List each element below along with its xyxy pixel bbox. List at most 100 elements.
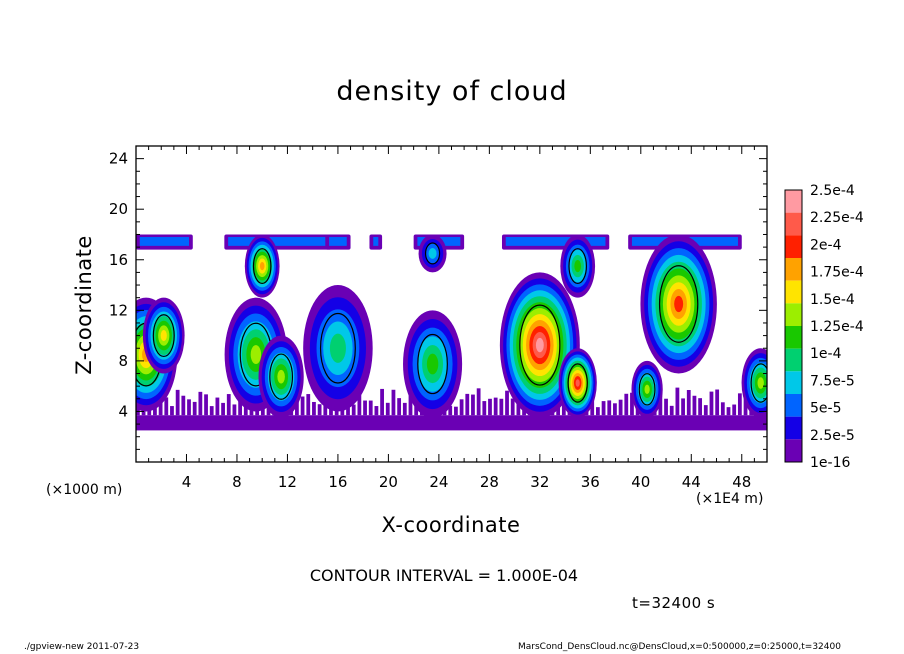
x-tick-label: 48 <box>732 473 751 491</box>
colorbar-swatch <box>785 439 802 462</box>
cloud-base-fringe <box>516 398 521 416</box>
colorbar-label: 2.5e-4 <box>810 183 855 199</box>
cloud-base-fringe <box>669 405 674 416</box>
plume-level <box>428 248 437 259</box>
colorbar-label: 1.25e-4 <box>810 319 864 335</box>
cloud-base-fringe <box>380 388 384 416</box>
anvil-layer-core <box>505 237 606 246</box>
cloud-base-fringe <box>209 406 214 416</box>
colorbar-swatch <box>785 280 802 304</box>
plume-contour <box>567 363 588 403</box>
plume-contour <box>638 373 656 406</box>
cloud-base-fringe <box>448 405 453 416</box>
y-tick-label: 16 <box>109 251 128 269</box>
x-tick-label: 4 <box>182 473 192 491</box>
cloud-base-fringe <box>601 401 606 416</box>
cloud-base-fringe <box>181 395 186 416</box>
cloud-base-fringe <box>743 393 748 416</box>
x-tick-label: 32 <box>530 473 549 491</box>
plume-contour <box>658 265 699 343</box>
colorbar-label: 2.25e-4 <box>810 210 864 226</box>
cloud-base-fringe <box>238 396 243 416</box>
colorbar-swatch <box>785 371 802 394</box>
y-tick-label: 4 <box>118 402 128 420</box>
cloud-base-fringe <box>459 399 464 416</box>
cloud-base-fringe <box>681 398 685 416</box>
plume-level <box>250 345 262 365</box>
footer-left: ./gpview-new 2011-07-23 <box>24 642 140 652</box>
cloud-base-fringe <box>397 398 402 416</box>
cloud-base-fringe <box>607 400 612 416</box>
cloud-base-fringe <box>226 394 231 416</box>
cloud-base-fringe <box>726 407 731 416</box>
plume-contour <box>568 248 587 285</box>
cloud-base-fringe <box>692 395 697 416</box>
cloud-base-fringe <box>198 391 203 416</box>
cloud-base-fringe <box>454 406 458 416</box>
x-tick-label: 24 <box>429 473 448 491</box>
cloud-base-fringe <box>720 402 725 416</box>
plume-contour <box>319 312 356 384</box>
cloud-base-fringe <box>505 390 509 416</box>
cloud-base-fringe <box>499 398 504 416</box>
cloud-base-fringe <box>368 400 373 416</box>
colorbar-swatch <box>785 326 802 349</box>
plume-contour <box>750 363 767 403</box>
cloud-base-fringe <box>306 394 311 416</box>
plume-level <box>644 384 650 395</box>
cloud-base-fringe <box>385 402 390 416</box>
cloud-base-fringe <box>221 402 225 416</box>
cloud-base-fringe <box>192 401 197 416</box>
colorbar-label: 5e-5 <box>810 401 841 417</box>
cloud-base-fringe <box>391 389 396 416</box>
y-tick-label: 8 <box>118 352 128 370</box>
x-tick-label: 16 <box>328 473 347 491</box>
cloud-base-fringe <box>624 393 629 416</box>
plume-level <box>574 259 582 273</box>
cloud-base-fringe <box>630 392 634 416</box>
y-tick-label: 20 <box>109 200 128 218</box>
colorbar-swatch <box>785 416 802 440</box>
x-unit-note-left: (×1000 m) <box>46 482 123 498</box>
y-tick-label: 12 <box>109 301 128 319</box>
cloud-base-fringe <box>351 404 356 416</box>
x-tick-label: 12 <box>278 473 297 491</box>
footer-right: MarsCond_DensCloud.nc@DensCloud,x=0:5000… <box>518 642 841 652</box>
cloud-base-fringe <box>476 388 481 416</box>
cloud-field <box>136 234 767 431</box>
plume-level <box>277 369 285 384</box>
x-axis-label-wrap: X-coordinate <box>0 513 904 537</box>
x-unit-note-right: (×1E4 m) <box>696 491 764 507</box>
cloud-base-fringe <box>698 398 703 416</box>
colorbar-label: 1e-4 <box>810 346 842 362</box>
cloud-base-fringe <box>709 391 714 416</box>
cloud-base-fringe <box>510 398 515 416</box>
plume-level <box>329 333 346 363</box>
cloud-base-fringe <box>215 397 220 416</box>
cloud-base-fringe <box>664 398 668 416</box>
plume-level <box>259 261 265 271</box>
cloud-base-fringe <box>465 393 470 416</box>
cloud-base-fringe <box>595 407 600 416</box>
plume-contour <box>269 353 294 400</box>
colorbar-label: 7.5e-5 <box>810 373 855 389</box>
cloud-base-fringe <box>471 394 475 416</box>
cloud-base-fringe <box>675 387 680 416</box>
plume-contour <box>152 314 175 358</box>
cloud-base-fringe <box>312 401 316 416</box>
cloud-base-layer <box>136 415 767 431</box>
cloud-base-fringe <box>187 399 191 416</box>
cloud-base-fringe <box>204 394 208 416</box>
plume-level <box>575 379 580 387</box>
cloud-base-fringe <box>158 398 163 416</box>
cloud-base-fringe <box>658 395 663 416</box>
cloud-base-fringe <box>374 406 379 416</box>
contour-interval-wrap: CONTOUR INTERVAL = 1.000E-04 <box>0 566 904 585</box>
colorbar-swatch <box>785 394 802 417</box>
cloud-base-fringe <box>357 392 362 416</box>
colorbar-swatch <box>785 235 802 258</box>
cloud-base-fringe <box>402 402 407 416</box>
plume-contour <box>424 242 441 265</box>
cloud-base-fringe <box>482 401 487 416</box>
anvil-layer-core <box>139 237 190 246</box>
